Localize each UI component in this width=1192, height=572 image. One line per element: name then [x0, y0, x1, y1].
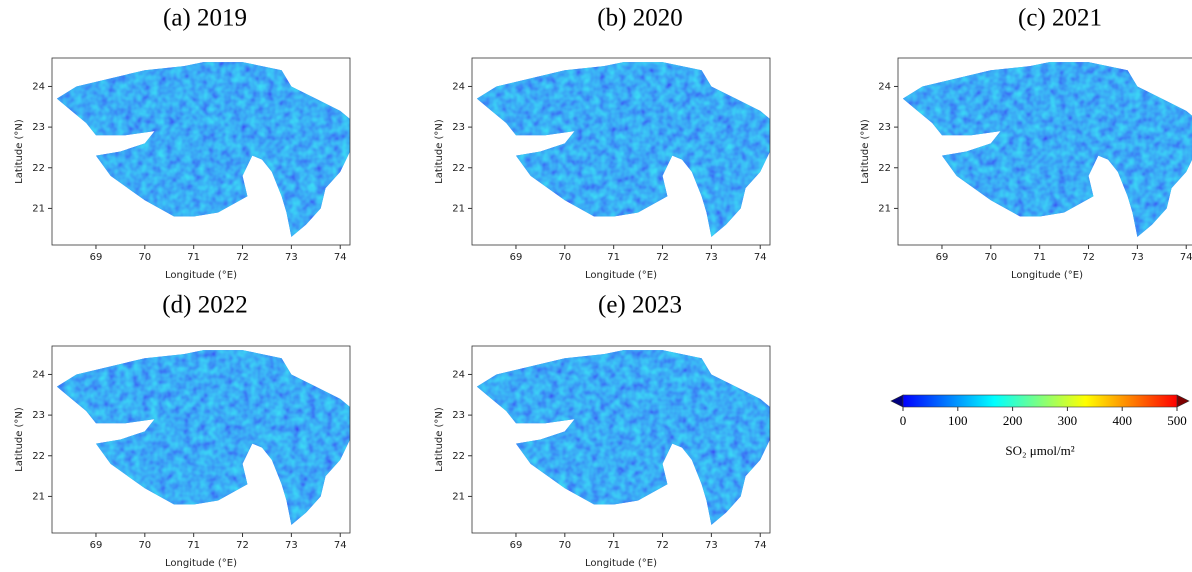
map-area: [57, 350, 365, 525]
y-tick-label: 21: [32, 203, 45, 214]
region-texture: [477, 62, 785, 237]
x-tick-label: 74: [334, 252, 347, 263]
x-tick-label: 71: [607, 252, 620, 263]
y-axis-label: Latitude (°N): [434, 407, 445, 472]
colorbar-tick-label: 400: [1112, 413, 1132, 428]
colorbar: 0 100 200 300 400 500 SO₂ μmol/m²: [891, 395, 1189, 458]
x-tick-label: 74: [754, 252, 767, 263]
region-texture: [57, 62, 365, 237]
x-tick-label: 70: [138, 252, 151, 263]
colorbar-tick-label: 500: [1167, 413, 1187, 428]
map-panel: (a) 2019 69 70 71 72 73 74 21 22 23 24 Longitude (°…: [14, 5, 365, 281]
colorbar-tick-label: 100: [948, 413, 968, 428]
y-tick-label: 21: [452, 203, 465, 214]
panel-title: (c) 2021: [1018, 5, 1102, 32]
y-tick-label: 22: [878, 163, 891, 174]
y-tick-label: 24: [878, 81, 891, 92]
region-texture: [903, 62, 1192, 237]
y-tick-label: 24: [452, 81, 465, 92]
y-tick-label: 23: [32, 410, 45, 421]
region-texture: [57, 350, 365, 525]
y-tick-label: 22: [32, 163, 45, 174]
y-axis-label: Latitude (°N): [14, 119, 25, 184]
x-tick-label: 69: [90, 252, 103, 263]
x-tick-label: 71: [187, 252, 200, 263]
x-tick-label: 70: [138, 540, 151, 551]
y-tick-label: 23: [452, 410, 465, 421]
y-tick-label: 21: [452, 491, 465, 502]
x-axis-label: Longitude (°E): [1011, 270, 1083, 281]
x-tick-label: 73: [285, 252, 298, 263]
x-tick-label: 69: [90, 540, 103, 551]
panel-title: (a) 2019: [163, 5, 247, 32]
region-texture: [477, 350, 785, 525]
panel-title: (d) 2022: [162, 292, 247, 319]
map-panel: (e) 2023 69 70 71 72 73 74 21 22 23 24 Longitude (°…: [434, 292, 785, 569]
map-area: [903, 62, 1192, 237]
x-tick-label: 74: [1180, 252, 1192, 263]
y-tick-label: 23: [452, 122, 465, 133]
map-area: [57, 62, 365, 237]
x-axis-label: Longitude (°E): [585, 270, 657, 281]
y-tick-label: 24: [32, 81, 45, 92]
y-tick-label: 24: [452, 369, 465, 380]
x-tick-label: 72: [236, 252, 249, 263]
colorbar-bar: [903, 395, 1177, 407]
map-panel: (c) 2021 69 70 71 72 73 74 21 22 23 24 Longitude (°…: [860, 5, 1192, 281]
y-axis-label: Latitude (°N): [434, 119, 445, 184]
colorbar-min-arrow: [891, 395, 903, 407]
x-axis-label: Longitude (°E): [165, 558, 237, 569]
x-tick-label: 72: [656, 540, 669, 551]
panel-title: (b) 2020: [597, 5, 682, 32]
figure: (a) 2019 69 70 71 72 73 74 21 22 23 24 Longitude (°…: [0, 0, 1192, 572]
map-area: [477, 62, 785, 237]
colorbar-tick-label: 300: [1058, 413, 1078, 428]
y-tick-label: 22: [32, 451, 45, 462]
x-tick-label: 74: [754, 540, 767, 551]
x-tick-label: 74: [334, 540, 347, 551]
x-tick-label: 72: [1082, 252, 1095, 263]
colorbar-tick-label: 0: [900, 413, 907, 428]
colorbar-tick-label: 200: [1003, 413, 1023, 428]
y-tick-label: 21: [32, 491, 45, 502]
panel-title: (e) 2023: [598, 292, 682, 319]
x-tick-label: 69: [510, 540, 523, 551]
x-tick-label: 69: [936, 252, 949, 263]
y-tick-label: 22: [452, 451, 465, 462]
map-panel: (d) 2022 69 70 71 72 73 74 21 22 23 24 Longitude (°…: [14, 292, 365, 569]
x-tick-label: 70: [984, 252, 997, 263]
y-axis-label: Latitude (°N): [14, 407, 25, 472]
y-tick-label: 23: [32, 122, 45, 133]
x-axis-label: Longitude (°E): [585, 558, 657, 569]
x-tick-label: 71: [1033, 252, 1046, 263]
x-tick-label: 70: [558, 252, 571, 263]
y-tick-label: 22: [452, 163, 465, 174]
y-axis-label: Latitude (°N): [860, 119, 871, 184]
x-axis-label: Longitude (°E): [165, 270, 237, 281]
colorbar-max-arrow: [1177, 395, 1189, 407]
y-tick-label: 24: [32, 369, 45, 380]
x-tick-label: 71: [607, 540, 620, 551]
x-tick-label: 73: [285, 540, 298, 551]
x-tick-label: 70: [558, 540, 571, 551]
x-tick-label: 72: [656, 252, 669, 263]
x-tick-label: 73: [705, 252, 718, 263]
y-tick-label: 23: [878, 122, 891, 133]
y-tick-label: 21: [878, 203, 891, 214]
map-area: [477, 350, 785, 525]
x-tick-label: 71: [187, 540, 200, 551]
x-tick-label: 73: [1131, 252, 1144, 263]
x-tick-label: 73: [705, 540, 718, 551]
x-tick-label: 72: [236, 540, 249, 551]
colorbar-label: SO₂ μmol/m²: [1005, 443, 1074, 458]
map-panel: (b) 2020 69 70 71 72 73 74 21 22 23 24 Longitude (°…: [434, 5, 785, 281]
x-tick-label: 69: [510, 252, 523, 263]
